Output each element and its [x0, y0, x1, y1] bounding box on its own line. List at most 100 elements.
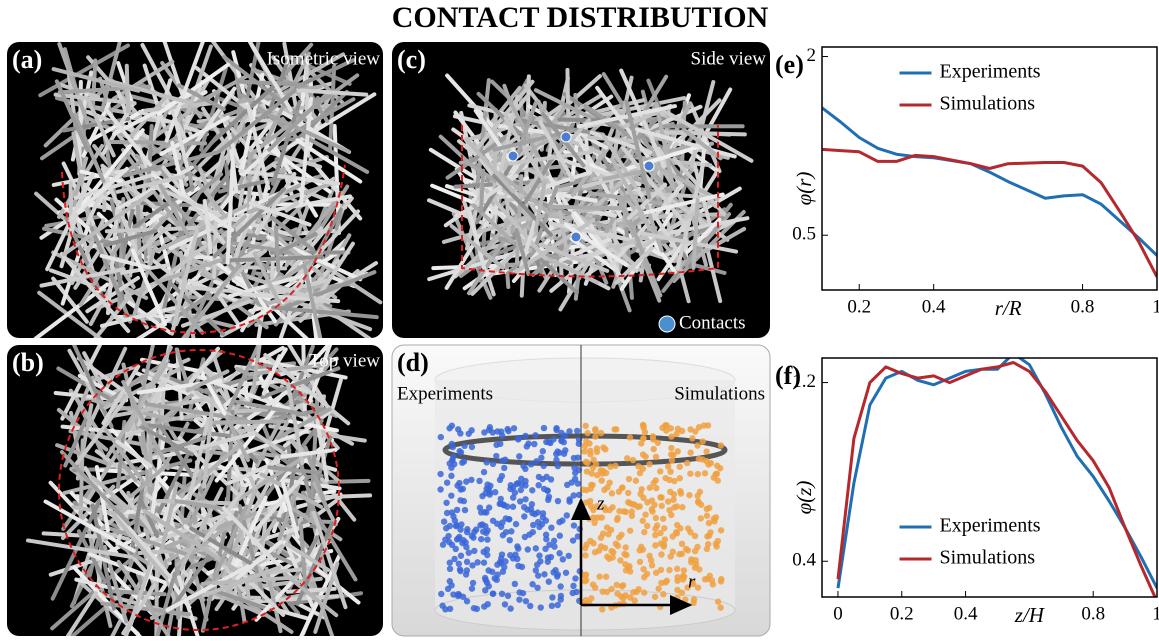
particle	[443, 500, 449, 506]
particle	[444, 479, 450, 485]
particle	[666, 567, 672, 573]
particle	[535, 572, 541, 578]
particle	[705, 461, 711, 467]
y-axis-label: φ(r)	[792, 172, 816, 206]
particle	[555, 602, 561, 608]
particle	[644, 571, 650, 577]
particle	[553, 427, 559, 433]
particle	[649, 508, 655, 514]
particle	[622, 592, 628, 598]
particle	[559, 517, 565, 523]
particle	[440, 542, 446, 548]
particle	[455, 426, 461, 432]
particle	[536, 552, 542, 558]
particle	[650, 446, 656, 452]
particle	[652, 526, 658, 532]
particle	[678, 490, 684, 496]
rod	[214, 217, 216, 277]
particle	[704, 546, 710, 552]
particle	[532, 432, 538, 438]
particle	[516, 453, 522, 459]
particle	[448, 464, 454, 470]
particle	[456, 448, 462, 454]
particle	[535, 509, 541, 515]
particle	[582, 552, 588, 558]
particle	[637, 470, 643, 476]
particle	[536, 474, 542, 480]
particle	[459, 540, 465, 546]
particle	[522, 496, 528, 502]
particle	[502, 558, 508, 564]
y-tick-label: 1.2	[792, 371, 816, 392]
particle	[687, 426, 693, 432]
particle	[686, 492, 692, 498]
particle	[641, 529, 647, 535]
particle	[700, 438, 706, 444]
particle	[494, 520, 500, 526]
particle	[550, 569, 556, 575]
particle	[512, 581, 518, 587]
particle	[437, 471, 443, 477]
particle	[522, 482, 528, 488]
particle	[468, 477, 474, 483]
particle	[457, 566, 463, 572]
particle	[522, 433, 528, 439]
particle	[500, 532, 506, 538]
particle	[653, 570, 659, 576]
particle	[630, 501, 636, 507]
rod	[108, 142, 205, 143]
x-tick-label: 0.8	[1081, 603, 1105, 624]
particle	[515, 436, 521, 442]
particle	[667, 469, 673, 475]
panel-label: (c)	[397, 45, 426, 74]
particle	[674, 578, 680, 584]
x-axis-label: z/H	[1014, 603, 1046, 627]
particle	[544, 487, 550, 493]
particle	[566, 498, 572, 504]
particle	[478, 536, 484, 542]
particle	[718, 576, 724, 582]
particle	[687, 449, 693, 455]
particle	[513, 521, 519, 527]
particle	[584, 468, 590, 474]
figure: CONTACT DISTRIBUTION (a) Isometric view …	[0, 0, 1159, 641]
particle	[664, 578, 670, 584]
axis-label: r	[688, 571, 696, 592]
particle	[603, 574, 609, 580]
particle	[469, 562, 475, 568]
particle	[609, 490, 615, 496]
particle	[583, 459, 589, 465]
particle	[519, 564, 525, 570]
x-tick-label: 0	[833, 603, 843, 624]
particle	[558, 593, 564, 599]
particle	[502, 456, 508, 462]
particle	[535, 519, 541, 525]
particle	[459, 459, 465, 465]
particle	[640, 518, 646, 524]
x-tick-label: 0.8	[1071, 296, 1095, 317]
particle	[642, 429, 648, 435]
particle	[482, 587, 488, 593]
particle	[590, 540, 596, 546]
particle	[614, 515, 620, 521]
particle	[717, 604, 723, 610]
particle	[494, 577, 500, 583]
particle	[680, 573, 686, 579]
particle	[574, 428, 580, 434]
particle	[511, 425, 517, 431]
particle	[498, 428, 504, 434]
particle	[481, 509, 487, 515]
particle	[448, 492, 454, 498]
particle	[695, 471, 701, 477]
particle	[671, 504, 677, 510]
particle	[474, 606, 480, 612]
particle	[583, 438, 589, 444]
particle	[457, 497, 463, 503]
particle	[516, 589, 522, 595]
rod	[211, 421, 285, 422]
particle	[714, 471, 720, 477]
legend-label: Simulations	[940, 547, 1036, 569]
particle	[525, 440, 531, 446]
series-line	[822, 108, 1157, 256]
particle	[564, 482, 570, 488]
